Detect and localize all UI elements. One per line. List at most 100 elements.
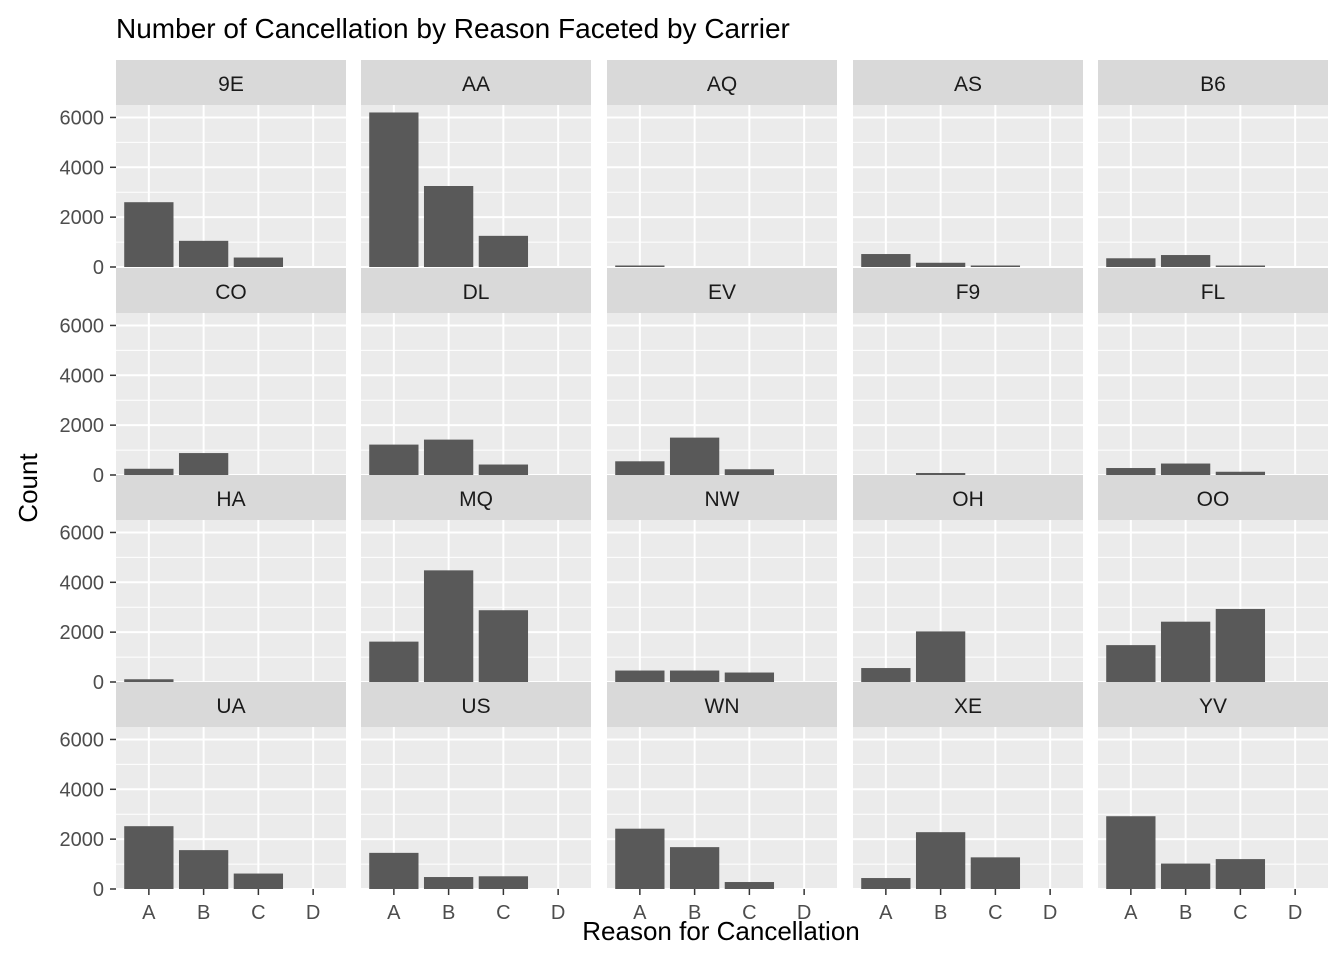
facet-strip xyxy=(853,60,1083,105)
x-tick-label: C xyxy=(496,902,510,924)
facet-strip xyxy=(361,475,591,520)
facet-DL: DL xyxy=(361,268,591,476)
x-tick-label: A xyxy=(142,902,156,924)
bar-AA-A xyxy=(369,112,419,267)
facet-strip xyxy=(1098,268,1328,313)
bar-YV-A xyxy=(1106,816,1156,889)
bar-YV-B xyxy=(1160,863,1211,889)
facet-strip-label: 9E xyxy=(218,73,244,96)
facet-strip-label: AA xyxy=(462,73,490,96)
facet-strip xyxy=(607,682,837,727)
facet-HA: HA 0 2000 4000 6000 xyxy=(60,475,346,694)
bar-AS-B xyxy=(915,262,966,267)
bar-YV-C xyxy=(1215,859,1266,889)
bar-9E-B xyxy=(178,240,229,267)
facet-YV: YV A B C D xyxy=(1098,682,1328,924)
bar-UA-C xyxy=(233,873,284,889)
facet-strip xyxy=(116,60,346,105)
facet-strip xyxy=(1098,60,1328,105)
y-tick-label: 4000 xyxy=(60,365,105,387)
facet-XE: XE A B C D xyxy=(853,682,1083,924)
facet-AA: AA xyxy=(361,60,591,268)
facet-strip-label: DL xyxy=(463,281,490,304)
y-tick-label: 2000 xyxy=(60,415,105,437)
facet-WN: WN A B C D xyxy=(607,682,837,924)
facet-strip xyxy=(853,682,1083,727)
bar-NW-B xyxy=(669,670,720,682)
bar-DL-B xyxy=(423,439,474,475)
bar-AS-C xyxy=(970,265,1021,267)
facet-strip-label: OO xyxy=(1197,488,1230,511)
facet-strip-label: YV xyxy=(1199,695,1227,718)
facet-strip xyxy=(1098,475,1328,520)
facet-EV: EV xyxy=(607,268,837,476)
bar-US-B xyxy=(423,877,474,889)
panel-background xyxy=(853,105,1083,267)
bar-XE-C xyxy=(970,857,1021,889)
bar-CO-A xyxy=(124,468,174,475)
bar-B6-A xyxy=(1106,258,1156,267)
x-tick-label: D xyxy=(1043,902,1057,924)
bar-US-C xyxy=(478,876,529,889)
facet-strip-label: AS xyxy=(954,73,982,96)
facet-strip-label: F9 xyxy=(956,281,981,304)
x-tick-label: D xyxy=(1288,902,1302,924)
x-tick-label: A xyxy=(1124,902,1138,924)
facet-strip-label: UA xyxy=(216,695,245,718)
facet-strip-label: EV xyxy=(708,281,736,304)
y-tick-label: 4000 xyxy=(60,779,105,801)
facet-strip-label: FL xyxy=(1201,281,1226,304)
facet-NW: NW xyxy=(607,475,837,683)
x-tick-label: C xyxy=(742,902,756,924)
panel-background xyxy=(1098,313,1328,475)
facet-OO: OO xyxy=(1098,475,1328,683)
bar-UA-B xyxy=(178,850,229,889)
facet-strip xyxy=(607,60,837,105)
bar-EV-C xyxy=(724,469,775,475)
x-tick-label: B xyxy=(442,902,455,924)
bar-DL-C xyxy=(478,464,529,475)
facet-strip xyxy=(116,268,346,313)
x-tick-label: D xyxy=(306,902,320,924)
x-tick-label: B xyxy=(1179,902,1192,924)
facet-strip xyxy=(361,268,591,313)
chart-title: Number of Cancellation by Reason Faceted… xyxy=(116,13,790,44)
y-tick-label: 6000 xyxy=(60,107,105,129)
facet-strip-label: CO xyxy=(215,281,247,304)
facet-FL: FL xyxy=(1098,268,1328,476)
x-tick-label: B xyxy=(197,902,210,924)
x-tick-label: A xyxy=(879,902,893,924)
facet-strip xyxy=(607,268,837,313)
bar-FL-A xyxy=(1106,468,1156,475)
panel-background xyxy=(607,313,837,475)
panel-background xyxy=(116,520,346,682)
y-tick-label: 0 xyxy=(93,672,104,694)
y-tick-label: 0 xyxy=(93,257,104,279)
y-tick-label: 6000 xyxy=(60,315,105,337)
facet-strip-label: B6 xyxy=(1200,73,1226,96)
panel-background xyxy=(607,520,837,682)
bar-AA-B xyxy=(423,186,474,267)
facet-strip-label: US xyxy=(461,695,490,718)
bar-EV-B xyxy=(669,437,720,475)
bar-FL-C xyxy=(1215,471,1266,475)
y-tick-label: 4000 xyxy=(60,572,105,594)
bar-WN-A xyxy=(615,828,665,889)
facet-strip-label: OH xyxy=(952,488,984,511)
y-tick-label: 2000 xyxy=(60,207,105,229)
x-tick-label: A xyxy=(387,902,401,924)
bar-NW-A xyxy=(615,670,665,682)
facet-strip-label: NW xyxy=(705,488,740,511)
facet-MQ: MQ xyxy=(361,475,591,683)
facet-9E: 9E 0 2000 4000 6000 xyxy=(60,60,346,279)
bar-OH-A xyxy=(861,668,911,682)
bar-AA-C xyxy=(478,235,529,267)
x-tick-label: D xyxy=(797,902,811,924)
y-tick-label: 4000 xyxy=(60,157,105,179)
bar-XE-A xyxy=(861,878,911,889)
y-tick-label: 2000 xyxy=(60,829,105,851)
panel-background xyxy=(607,105,837,267)
facet-strip xyxy=(853,475,1083,520)
